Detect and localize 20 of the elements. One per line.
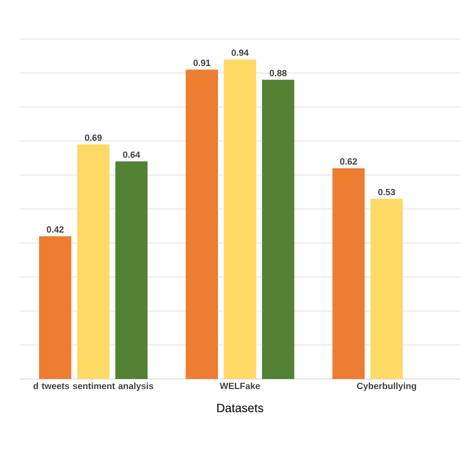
- x-axis-title: Datasets: [217, 404, 264, 412]
- bar: [186, 70, 218, 379]
- data-label: 0.64: [123, 151, 140, 158]
- data-label: 0.62: [340, 158, 357, 165]
- bar: [332, 168, 365, 379]
- bar: [370, 198, 403, 379]
- bar: [224, 59, 256, 379]
- bar: [262, 80, 294, 379]
- data-label: 0.53: [378, 188, 396, 196]
- data-label: 0.91: [193, 60, 210, 66]
- x-tick-label: d tweets sentiment analysis: [33, 382, 154, 391]
- x-tick-label: Cyberbullying: [357, 382, 416, 391]
- data-label: 0.42: [46, 226, 64, 233]
- bar: [115, 161, 148, 379]
- x-tick-label: WELFake: [220, 382, 260, 390]
- bar: [77, 144, 110, 379]
- bar: [39, 236, 72, 379]
- data-label: 0.88: [270, 70, 287, 76]
- data-label: 0.69: [84, 134, 102, 141]
- data-label: 0.94: [232, 49, 249, 56]
